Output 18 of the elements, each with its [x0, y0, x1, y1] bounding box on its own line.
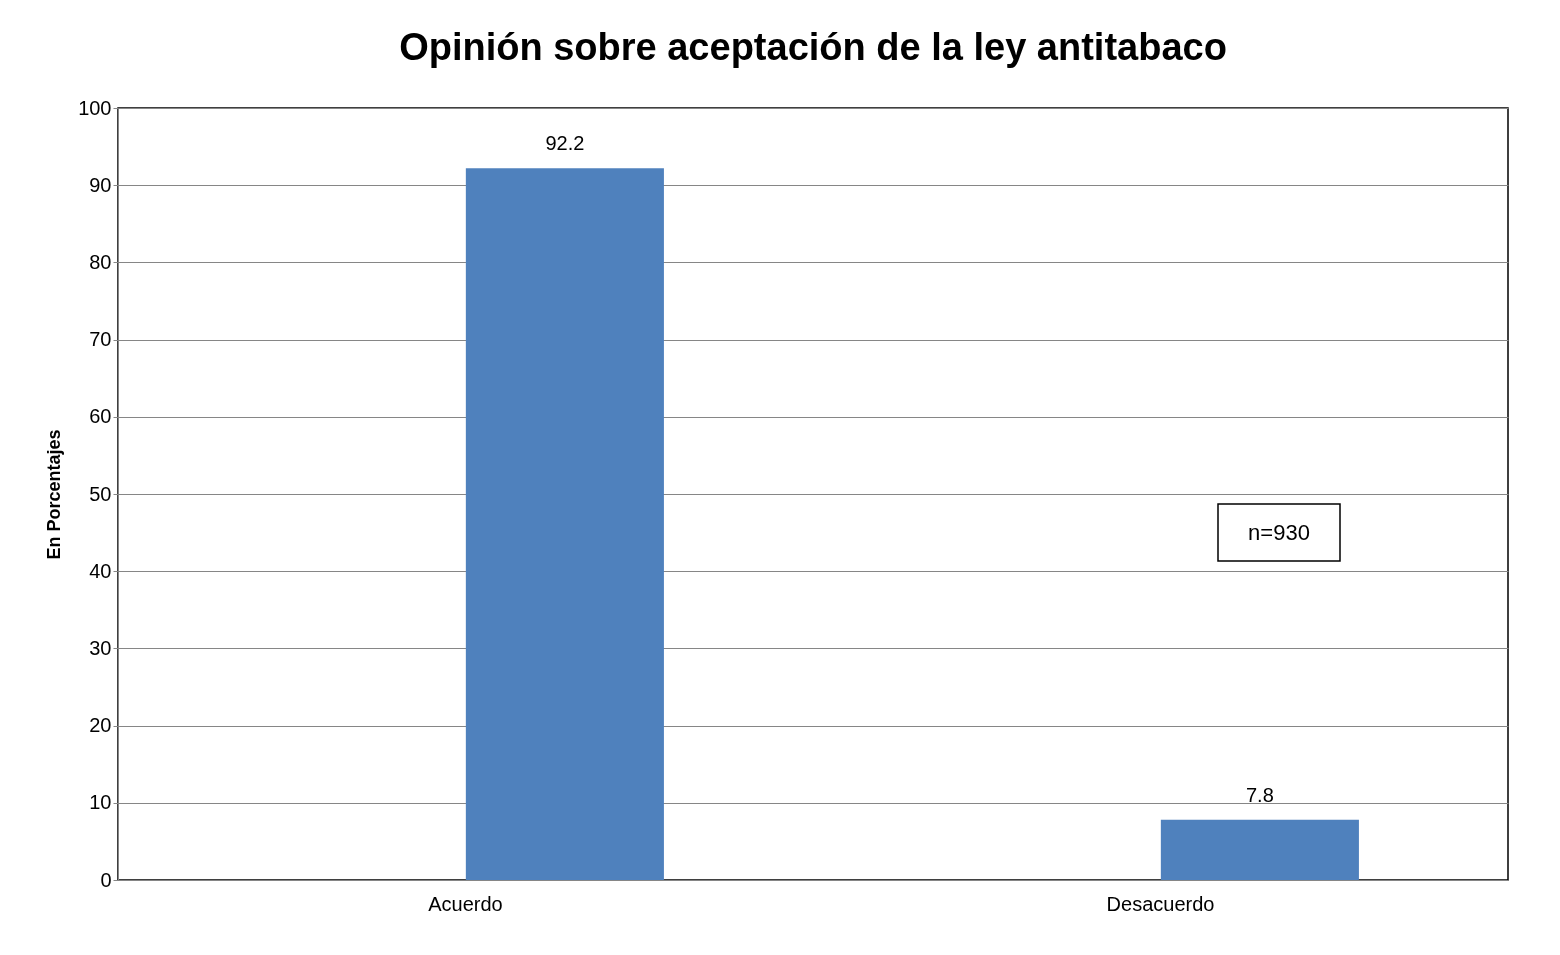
y-tick-label: 90 [89, 173, 112, 196]
data-label: 7.8 [1245, 783, 1274, 806]
annotation: n=930 [1248, 520, 1310, 545]
y-tick-label: 70 [89, 328, 112, 351]
y-tick-label: 20 [89, 714, 112, 737]
y-tick-label: 10 [89, 791, 112, 814]
y-tick-label: 50 [89, 482, 112, 505]
y-axis-title: En Porcentajes [44, 429, 65, 560]
chart-title: Opinión sobre aceptación de la ley antitabaco [399, 26, 1227, 68]
y-tick-label: 40 [89, 559, 112, 582]
y-tick-label: 0 [100, 868, 112, 891]
y-tick-label: 100 [78, 96, 112, 119]
data-label: 92.2 [545, 132, 585, 155]
x-tick-label: Acuerdo [428, 892, 503, 915]
x-tick-label: Desacuerdo [1106, 892, 1215, 915]
y-tick-label: 60 [89, 405, 112, 428]
y-tick-label: 80 [89, 250, 112, 273]
y-tick-label: 30 [89, 636, 112, 659]
